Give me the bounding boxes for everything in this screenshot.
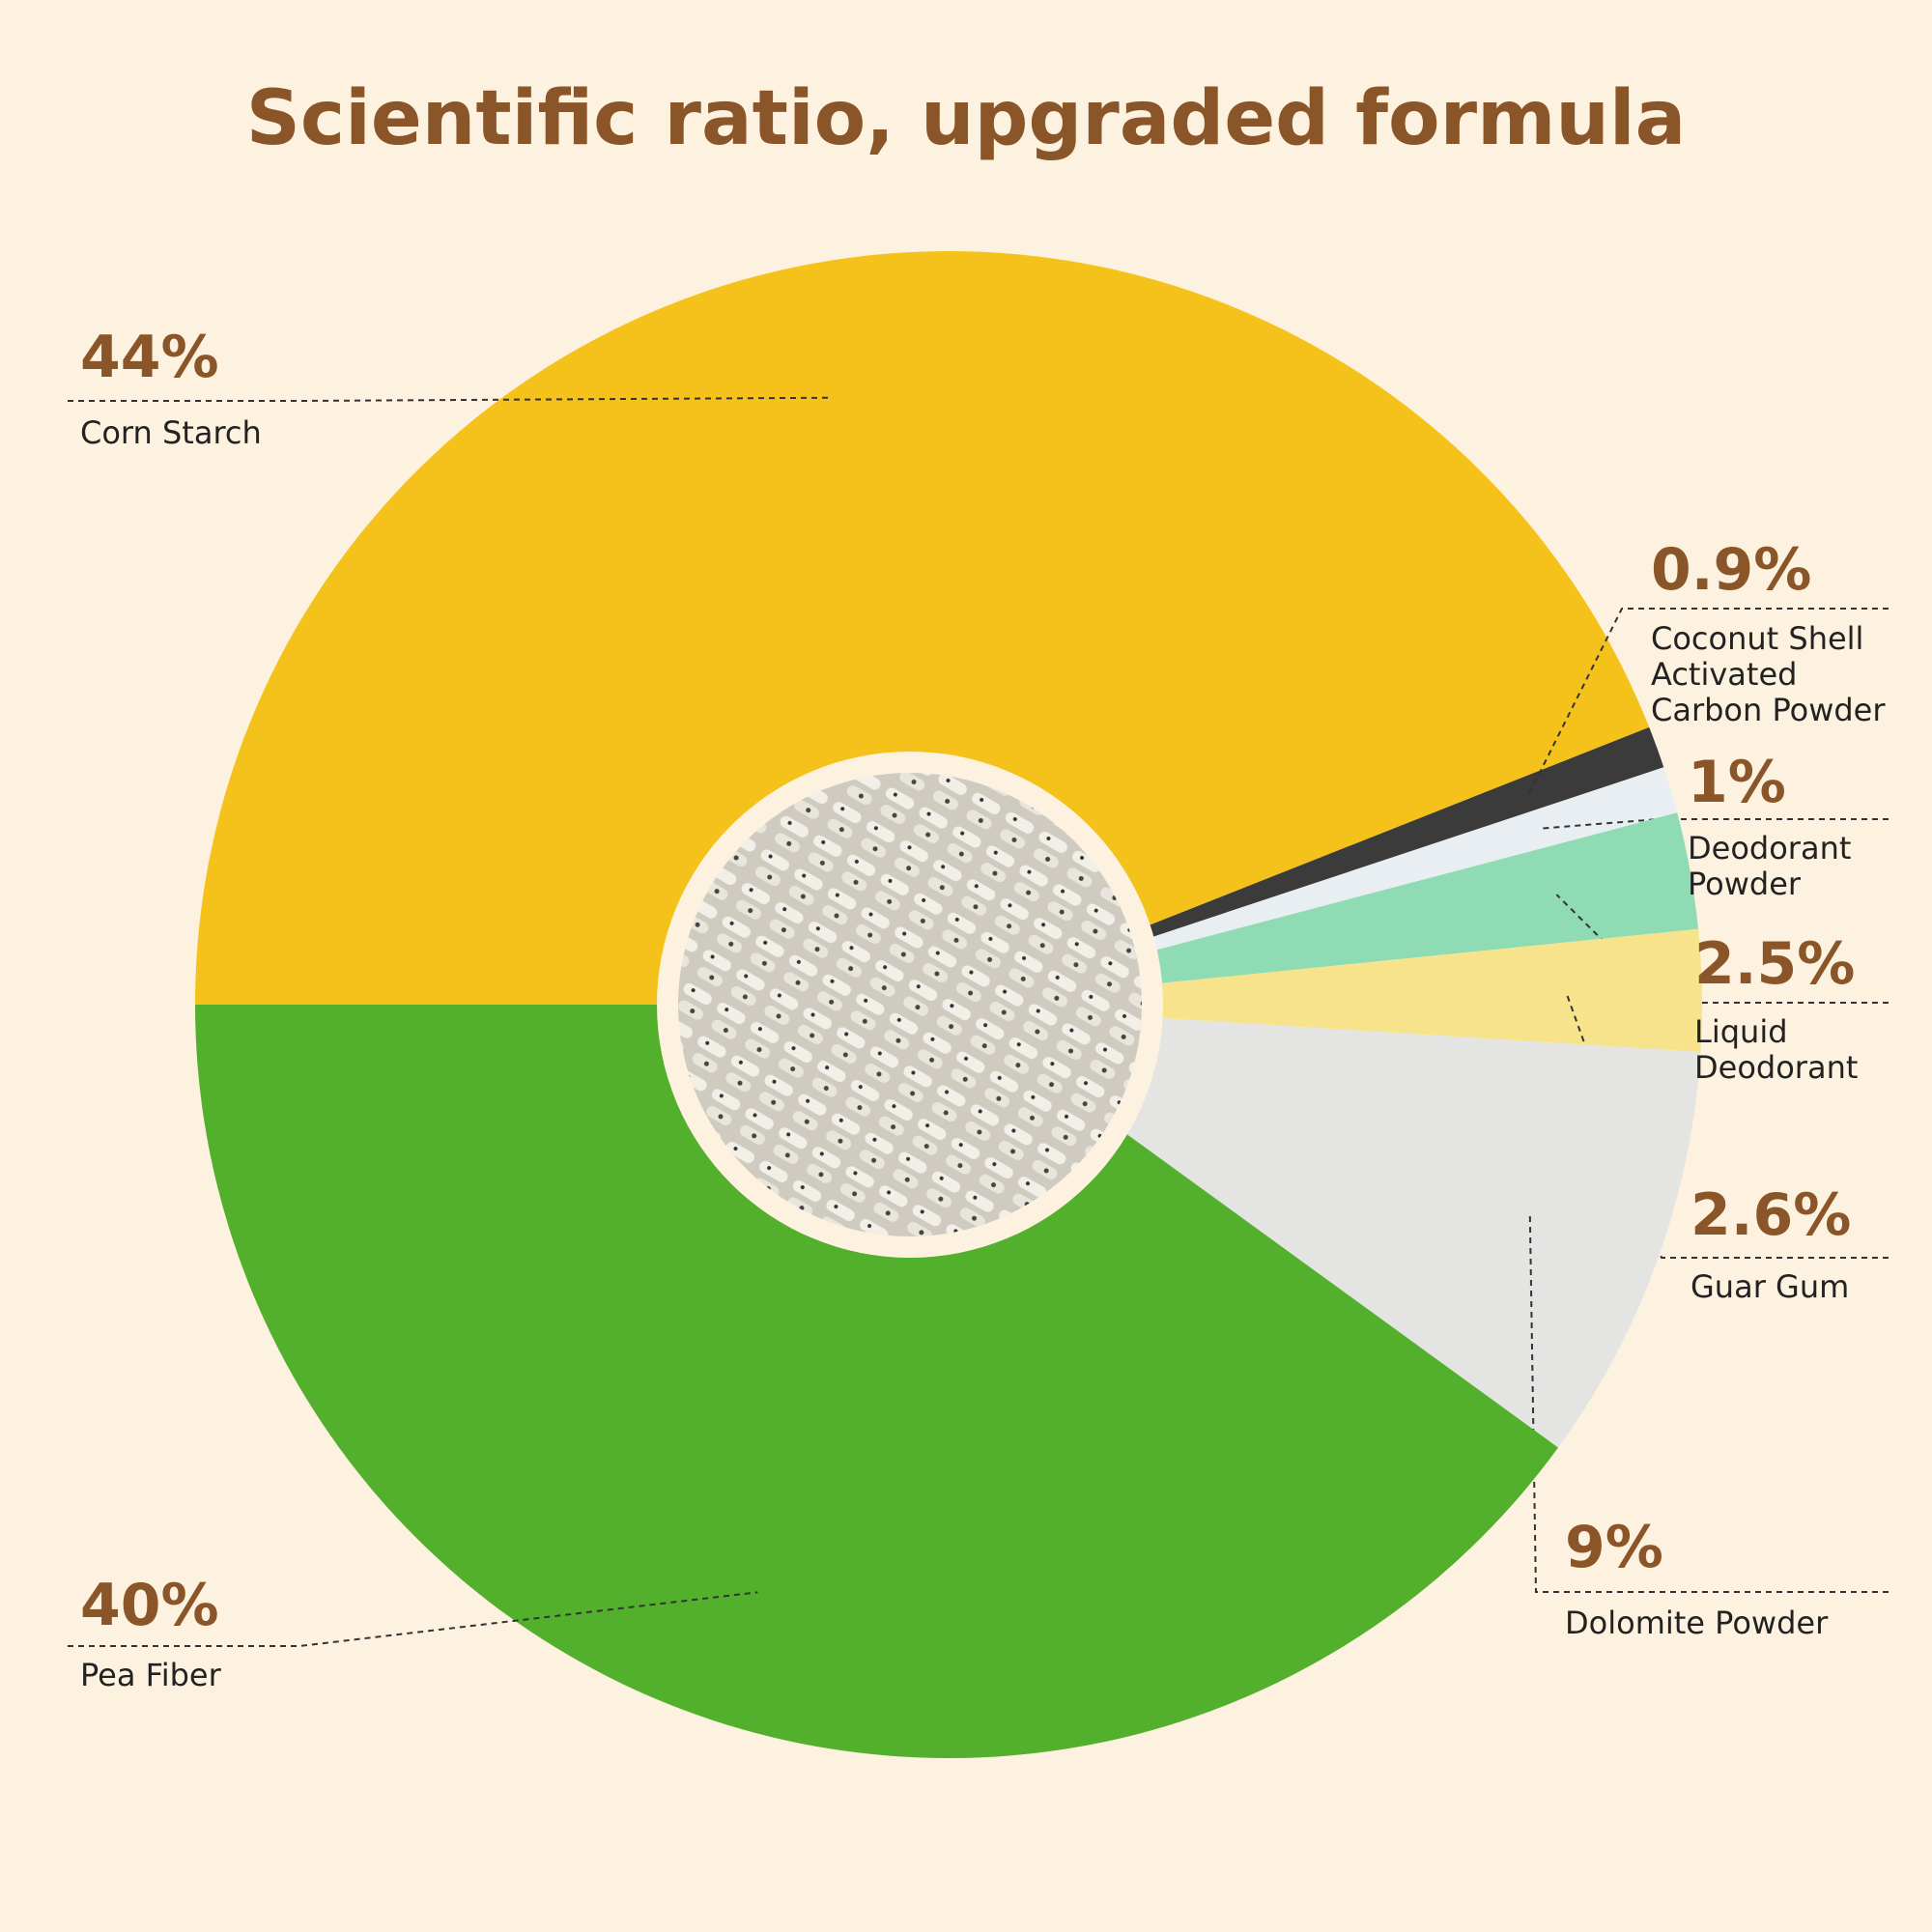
value-label: 9% (1565, 1514, 1663, 1581)
value-label: 0.9% (1651, 536, 1812, 604)
value-label: 2.5% (1694, 930, 1856, 998)
leader-line (68, 1591, 758, 1647)
value-label: 44% (80, 324, 219, 391)
chart-title: Scientific ratio, upgraded formula (245, 75, 1687, 162)
slice-label: Guar Gum (1690, 1268, 1850, 1305)
pie-slice (195, 250, 1650, 1005)
leader-line (1540, 818, 1889, 830)
value-label: 40% (80, 1572, 219, 1639)
leader-line (68, 396, 834, 402)
pie-slice (195, 1005, 1559, 1759)
slice-label: Deodorant Powder (1688, 830, 1852, 902)
leader-line (1528, 608, 1889, 794)
slice-label: Coconut Shell Activated Carbon Powder (1651, 620, 1886, 728)
leader-line (1528, 1213, 1889, 1593)
slice-label: Pea Fiber (80, 1657, 221, 1693)
value-label: 2.6% (1690, 1181, 1852, 1249)
pie-slice (949, 928, 1702, 1052)
slice-label: Dolomite Powder (1565, 1605, 1829, 1641)
slice-label: Liquid Deodorant (1694, 1013, 1859, 1086)
slice-label: Corn Starch (80, 414, 262, 451)
value-label: 1% (1688, 749, 1786, 816)
center-image (678, 773, 1142, 1236)
